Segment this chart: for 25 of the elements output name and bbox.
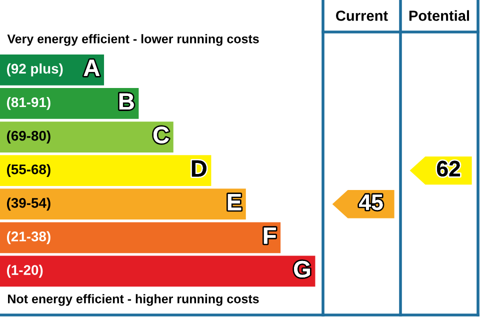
text: Not energy efficient - higher running costs [8,294,259,306]
annotation: (21-38) [6,231,50,244]
y-tick-label: C [154,126,169,144]
annotation: (69-80) [6,130,50,144]
y-tick-label: B [119,93,134,110]
bar [0,122,174,152]
bar [0,188,246,220]
text: Very energy efficient - lower running costs [7,34,259,46]
text: 45 [359,194,383,210]
bar [0,155,212,186]
y-tick-label: F [264,228,276,244]
annotation: (92 plus) [6,63,63,76]
annotation: (81-91) [6,96,50,110]
annotation: (39-54) [6,198,50,211]
bar [0,256,316,287]
annotation: (55-68) [6,164,50,178]
y-tick-label: D [192,160,206,177]
y-tick-label: G [294,260,310,278]
bar [0,222,281,254]
annotation: (1-20) [6,264,43,278]
text: 62 [437,160,460,177]
y-tick-label: A [84,60,100,76]
y-tick-label: E [228,194,242,210]
text: Current [336,10,388,21]
text: Potential [409,10,470,21]
